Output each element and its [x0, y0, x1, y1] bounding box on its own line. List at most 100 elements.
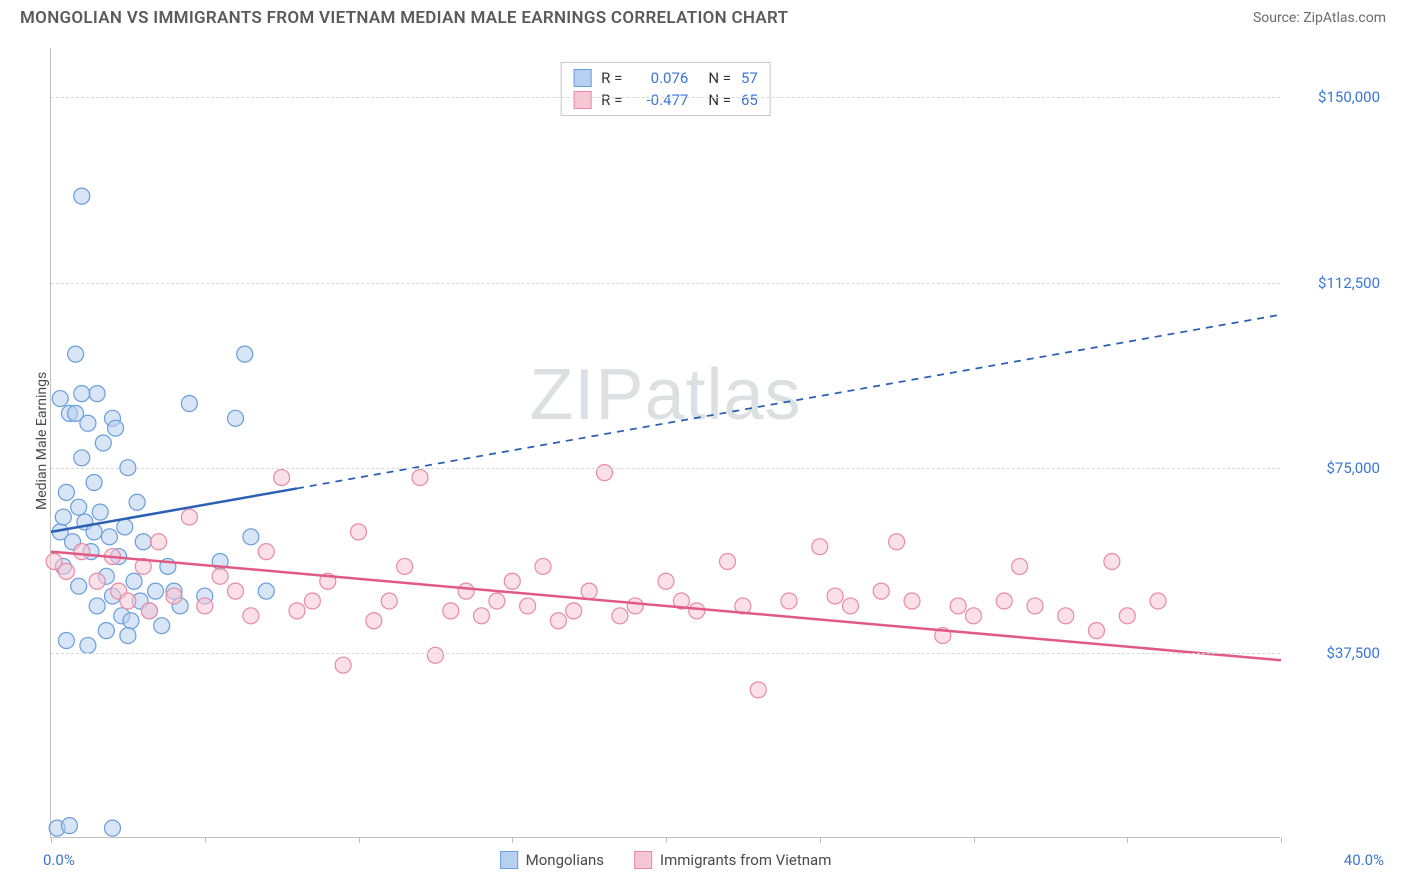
- scatter-point: [427, 647, 443, 663]
- scatter-point: [154, 618, 170, 634]
- x-tick: [974, 837, 975, 843]
- scatter-point: [351, 524, 367, 540]
- scatter-point: [1119, 608, 1135, 624]
- scatter-point: [55, 509, 71, 525]
- scatter-point: [581, 583, 597, 599]
- scatter-point: [289, 603, 305, 619]
- swatch-icon: [573, 69, 591, 87]
- scatter-point: [151, 534, 167, 550]
- scatter-point: [520, 598, 536, 614]
- scatter-point: [474, 608, 490, 624]
- r-label: R =: [601, 91, 622, 109]
- trend-line-solid: [51, 488, 297, 531]
- scatter-point: [92, 504, 108, 520]
- scatter-point: [95, 435, 111, 451]
- scatter-point: [258, 583, 274, 599]
- scatter-svg: [51, 48, 1280, 837]
- scatter-point: [566, 603, 582, 619]
- gridline: [51, 97, 1280, 98]
- n-label: N =: [708, 91, 731, 109]
- scatter-point: [304, 593, 320, 609]
- x-tick: [51, 837, 52, 843]
- r-value: -0.477: [632, 91, 688, 109]
- trend-line-solid: [51, 552, 1281, 661]
- scatter-point: [1089, 623, 1105, 639]
- chart-title: MONGOLIAN VS IMMIGRANTS FROM VIETNAM MED…: [20, 8, 788, 28]
- x-axis-min-label: 0.0%: [43, 851, 75, 869]
- scatter-point: [843, 598, 859, 614]
- scatter-point: [89, 573, 105, 589]
- scatter-point: [1058, 608, 1074, 624]
- scatter-point: [228, 583, 244, 599]
- scatter-point: [720, 554, 736, 570]
- x-tick: [666, 837, 667, 843]
- y-axis-label: Median Male Earnings: [34, 372, 50, 510]
- x-tick: [820, 837, 821, 843]
- swatch-icon: [573, 91, 591, 109]
- scatter-point: [68, 346, 84, 362]
- legend-label: Mongolians: [526, 851, 604, 869]
- scatter-point: [74, 450, 90, 466]
- scatter-point: [74, 188, 90, 204]
- scatter-point: [98, 623, 114, 639]
- scatter-point: [86, 475, 102, 491]
- legend-label: Immigrants from Vietnam: [660, 851, 831, 869]
- scatter-point: [71, 499, 87, 515]
- scatter-point: [658, 573, 674, 589]
- scatter-point: [101, 529, 117, 545]
- scatter-point: [335, 657, 351, 673]
- scatter-point: [141, 603, 157, 619]
- scatter-point: [181, 396, 197, 412]
- scatter-point: [126, 573, 142, 589]
- scatter-point: [443, 603, 459, 619]
- scatter-point: [1027, 598, 1043, 614]
- x-tick: [359, 837, 360, 843]
- scatter-point: [117, 519, 133, 535]
- legend-item-mongolians: Mongolians: [500, 851, 604, 869]
- scatter-point: [689, 603, 705, 619]
- scatter-point: [1150, 593, 1166, 609]
- scatter-point: [197, 598, 213, 614]
- scatter-point: [366, 613, 382, 629]
- scatter-point: [274, 470, 290, 486]
- x-tick: [1127, 837, 1128, 843]
- n-value: 65: [741, 91, 758, 109]
- y-tick-label: $37,500: [1290, 644, 1380, 662]
- chart-plot-area: ZIPatlas R = 0.076 N = 57 R = -0.477 N =…: [50, 48, 1280, 838]
- scatter-point: [504, 573, 520, 589]
- x-tick: [512, 837, 513, 843]
- n-label: N =: [708, 69, 731, 87]
- scatter-point: [412, 470, 428, 486]
- scatter-point: [237, 346, 253, 362]
- scatter-point: [966, 608, 982, 624]
- swatch-icon: [500, 851, 518, 869]
- scatter-point: [181, 509, 197, 525]
- x-tick: [1281, 837, 1282, 843]
- scatter-point: [950, 598, 966, 614]
- y-tick-label: $150,000: [1290, 88, 1380, 106]
- scatter-point: [123, 613, 139, 629]
- scatter-point: [89, 386, 105, 402]
- scatter-point: [458, 583, 474, 599]
- n-value: 57: [741, 69, 758, 87]
- scatter-point: [1012, 558, 1028, 574]
- trend-line-dashed: [297, 315, 1281, 489]
- scatter-point: [228, 410, 244, 426]
- scatter-point: [58, 563, 74, 579]
- correlation-legend-box: R = 0.076 N = 57 R = -0.477 N = 65: [560, 62, 771, 116]
- scatter-point: [750, 682, 766, 698]
- scatter-point: [489, 593, 505, 609]
- scatter-point: [212, 568, 228, 584]
- gridline: [51, 653, 1280, 654]
- legend-item-vietnam: Immigrants from Vietnam: [634, 851, 831, 869]
- scatter-point: [61, 818, 77, 834]
- swatch-icon: [634, 851, 652, 869]
- scatter-point: [74, 386, 90, 402]
- scatter-point: [381, 593, 397, 609]
- correlation-row-1: R = 0.076 N = 57: [573, 67, 758, 89]
- scatter-point: [904, 593, 920, 609]
- scatter-point: [812, 539, 828, 555]
- scatter-point: [71, 578, 87, 594]
- scatter-point: [129, 494, 145, 510]
- scatter-point: [120, 593, 136, 609]
